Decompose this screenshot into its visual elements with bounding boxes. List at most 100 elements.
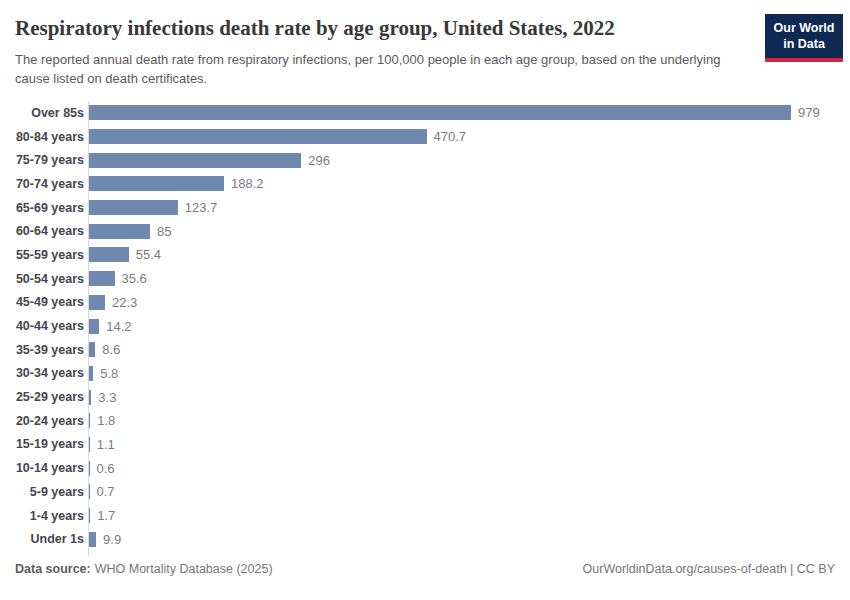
value-label: 9.9: [103, 532, 121, 547]
age-group-label: 65-69 years: [0, 201, 84, 215]
bar-track: 22.3: [89, 295, 850, 310]
value-label: 55.4: [136, 247, 161, 262]
value-label: 188.2: [231, 176, 264, 191]
age-group-label: 80-84 years: [0, 130, 84, 144]
age-group-label: 20-24 years: [0, 414, 84, 428]
bar-track: 3.3: [89, 390, 850, 405]
bar-row: 10-14 years 0.6: [0, 456, 850, 480]
bar-row: Under 1s 9.9: [0, 527, 850, 551]
bar-row: 20-24 years 1.8: [0, 409, 850, 433]
bar-track: 470.7: [89, 129, 850, 144]
value-label: 123.7: [185, 200, 218, 215]
bar-row: 25-29 years 3.3: [0, 385, 850, 409]
value-label: 0.6: [96, 461, 114, 476]
value-label: 14.2: [106, 319, 131, 334]
value-label: 22.3: [112, 295, 137, 310]
bar[interactable]: [89, 532, 96, 547]
value-label: 1.1: [97, 437, 115, 452]
bar[interactable]: [89, 390, 91, 405]
bar[interactable]: [89, 342, 95, 357]
attribution-link[interactable]: OurWorldinData.org/causes-of-death | CC …: [583, 562, 835, 576]
bar[interactable]: [89, 153, 301, 168]
bar-row: 50-54 years 35.6: [0, 267, 850, 291]
bar[interactable]: [89, 247, 129, 262]
bar-row: 60-64 years 85: [0, 219, 850, 243]
age-group-label: 15-19 years: [0, 437, 84, 451]
chart-subtitle: The reported annual death rate from resp…: [15, 50, 725, 88]
age-group-label: Under 1s: [0, 532, 84, 546]
bar-track: 296: [89, 153, 850, 168]
age-group-label: 45-49 years: [0, 295, 84, 309]
age-group-label: Over 85s: [0, 106, 84, 120]
bar-row: 40-44 years 14.2: [0, 314, 850, 338]
bar-row: 70-74 years 188.2: [0, 172, 850, 196]
bar[interactable]: [89, 105, 791, 120]
bar-track: 9.9: [89, 532, 850, 547]
value-label: 470.7: [434, 129, 467, 144]
bar-track: 188.2: [89, 176, 850, 191]
y-axis-line: [88, 101, 89, 557]
bar[interactable]: [89, 224, 150, 239]
bar-row: 30-34 years5.8: [0, 362, 850, 386]
bar-track: 1.7: [89, 508, 850, 523]
age-group-label: 60-64 years: [0, 224, 84, 238]
bar[interactable]: [89, 484, 90, 499]
age-group-label: 40-44 years: [0, 319, 84, 333]
value-label: 0.7: [97, 484, 115, 499]
value-label: 1.8: [97, 413, 115, 428]
bar-row: 65-69 years 123.7: [0, 196, 850, 220]
bar[interactable]: [89, 319, 99, 334]
bar[interactable]: [89, 200, 178, 215]
age-group-label: 70-74 years: [0, 177, 84, 191]
bar-row: 15-19 years 1.1: [0, 433, 850, 457]
value-label: 979: [798, 105, 820, 120]
data-source-value: WHO Mortality Database (2025): [95, 562, 273, 576]
age-group-label: 1-4 years: [0, 509, 84, 523]
bar-row: 35-39 years 8.6: [0, 338, 850, 362]
bar-row: 75-79 years 296: [0, 148, 850, 172]
bar-row: 55-59 years 55.4: [0, 243, 850, 267]
bar[interactable]: [89, 366, 93, 381]
bar-track: 1.8: [89, 413, 850, 428]
bar-row: 5-9 years 0.7: [0, 480, 850, 504]
bar-track: 55.4: [89, 247, 850, 262]
chart-rows: Over 85s 979 80-84 years 470.7 75-79 years 29…: [0, 101, 850, 551]
age-group-label: 55-59 years: [0, 248, 84, 262]
age-group-label: 25-29 years: [0, 390, 84, 404]
bar-row: 80-84 years 470.7: [0, 125, 850, 149]
age-group-label: 10-14 years: [0, 461, 84, 475]
bar-track: 5.8: [89, 366, 850, 381]
page: Respiratory infections death rate by age…: [0, 0, 850, 600]
age-group-label: 50-54 years: [0, 272, 84, 286]
footer: Data source:WHO Mortality Database (2025…: [15, 562, 835, 576]
value-label: 3.3: [98, 390, 116, 405]
bar[interactable]: [89, 271, 115, 286]
bar-track: 35.6: [89, 271, 850, 286]
bar[interactable]: [89, 129, 427, 144]
bar[interactable]: [89, 176, 224, 191]
bar-track: 123.7: [89, 200, 850, 215]
bar-track: 14.2: [89, 319, 850, 334]
bar-row: 1-4 years 1.7: [0, 504, 850, 528]
bar-track: 979: [89, 105, 850, 120]
age-group-label: 5-9 years: [0, 485, 84, 499]
bar[interactable]: [89, 295, 105, 310]
data-source: Data source:WHO Mortality Database (2025…: [15, 562, 273, 576]
bar-chart: Over 85s 979 80-84 years 470.7 75-79 years 29…: [0, 101, 850, 551]
value-label: 8.6: [102, 342, 120, 357]
owid-logo-line1: Our World: [769, 20, 839, 36]
bar-track: 0.6: [89, 461, 850, 476]
bar-track: 1.1: [89, 437, 850, 452]
age-group-label: 75-79 years: [0, 153, 84, 167]
bar-track: 85: [89, 224, 850, 239]
value-label: 85: [157, 224, 171, 239]
chart-title: Respiratory infections death rate by age…: [15, 16, 755, 41]
bar[interactable]: [89, 508, 90, 523]
bar-row: Over 85s 979: [0, 101, 850, 125]
bar[interactable]: [89, 413, 90, 428]
value-label: 5.8: [100, 366, 118, 381]
bar-track: 0.7: [89, 484, 850, 499]
age-group-label: 35-39 years: [0, 343, 84, 357]
bar[interactable]: [89, 437, 90, 452]
value-label: 1.7: [97, 508, 115, 523]
